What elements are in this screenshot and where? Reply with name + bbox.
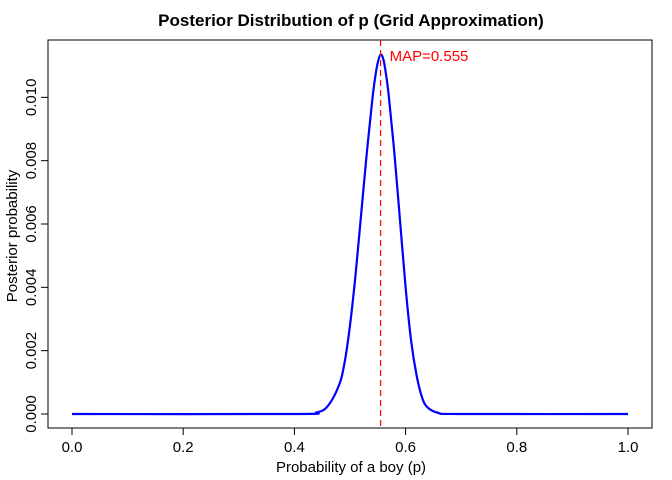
y-tick-label: 0.010 [23,79,40,117]
y-tick-label: 0.004 [23,269,40,307]
y-axis: 0.000 0.002 0.004 0.006 0.008 0.010 [23,79,49,433]
x-axis-label: Probability of a boy (p) [276,459,426,476]
x-tick-label: 0.0 [62,439,83,456]
series-layer [71,53,629,416]
y-tick-label: 0.008 [23,142,40,180]
y-tick-label: 0.000 [23,395,40,433]
posterior-curve [71,53,629,416]
x-tick-label: 0.6 [395,439,416,456]
y-axis-label: Posterior probability [4,169,21,302]
x-axis: 0.0 0.2 0.4 0.6 0.8 1.0 [62,427,639,456]
chart-title: Posterior Distribution of p (Grid Approx… [158,11,544,30]
map-label: MAP=0.555 [390,48,469,65]
x-tick-label: 1.0 [618,439,639,456]
y-tick-label: 0.006 [23,205,40,243]
x-tick-label: 0.8 [506,439,527,456]
annotation-layer: MAP=0.555 [379,40,469,428]
x-tick-label: 0.2 [173,439,194,456]
plot-frame [47,39,653,429]
x-tick-label: 0.4 [284,439,305,456]
y-tick-label: 0.002 [23,332,40,370]
